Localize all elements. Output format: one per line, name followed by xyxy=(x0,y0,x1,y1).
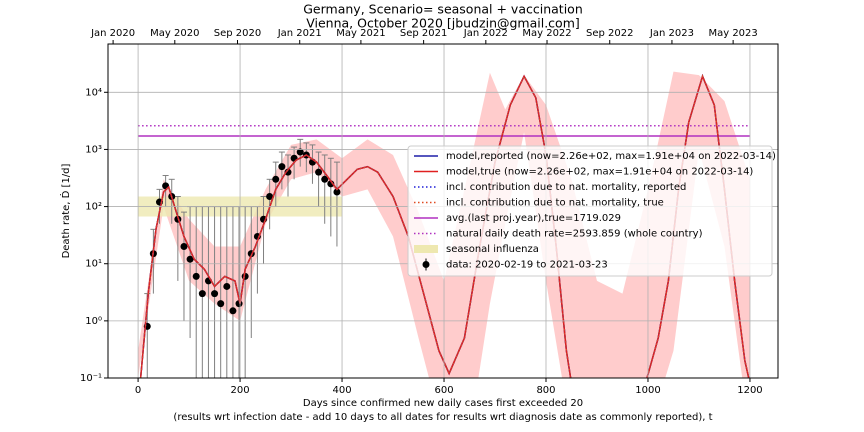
legend-label: incl. contribution due to nat. mortality… xyxy=(446,198,664,209)
data-point xyxy=(333,188,341,196)
data-point xyxy=(223,282,231,290)
data-point xyxy=(321,175,329,183)
legend-swatch xyxy=(422,261,430,268)
x2-tick-label: Jan 2021 xyxy=(277,28,322,39)
data-point xyxy=(229,307,237,315)
x-tick-label: 600 xyxy=(434,385,453,396)
legend-label: natural daily death rate=2593.859 (whole… xyxy=(446,229,703,240)
legend-label: avg.(last proj.year),true=1719.029 xyxy=(446,213,621,224)
legend-label: model,reported (now=2.26e+02, max=1.91e+… xyxy=(446,151,776,162)
data-point xyxy=(198,290,206,298)
x2-tick-label: Sep 2022 xyxy=(586,28,633,39)
legend-label: data: 2020-02-19 to 2021-03-23 xyxy=(446,260,608,271)
y-tick-label: 10⁰ xyxy=(85,316,102,327)
data-point xyxy=(211,290,219,298)
x-tick-label: 0 xyxy=(135,385,141,396)
y-tick-label: 10⁻¹ xyxy=(80,373,102,384)
data-point xyxy=(192,272,200,280)
y-axis-label: Death rate, Ḋ [1/d] xyxy=(59,163,72,258)
y-tick-label: 10¹ xyxy=(85,259,102,270)
data-point xyxy=(327,180,335,188)
chart-title: Germany, Scenario= seasonal + vaccinatio… xyxy=(303,2,583,17)
chart-title: Vienna, October 2020 [jbudzin@gmail.com] xyxy=(306,16,580,31)
plot-frame xyxy=(107,43,779,379)
confidence-band xyxy=(138,71,750,378)
data-point xyxy=(315,168,323,176)
data-point xyxy=(217,300,225,308)
x2-tick-label: May 2021 xyxy=(336,28,385,39)
x-tick-label: 1000 xyxy=(635,385,660,396)
x-axis-label: Days since confirmed new daily cases fir… xyxy=(303,398,583,409)
data-point xyxy=(272,175,280,183)
data-point xyxy=(284,168,292,176)
legend-label: model,true (now=2.26e+02, max=1.91e+04 o… xyxy=(446,167,753,178)
x2-tick-label: Jan 2022 xyxy=(463,28,508,39)
x-tick-label: 800 xyxy=(536,385,555,396)
x2-tick-label: May 2023 xyxy=(708,28,757,39)
x-axis-label: (results wrt infection date - add 10 day… xyxy=(173,412,712,423)
legend-label: seasonal influenza xyxy=(446,244,539,255)
legend-swatch xyxy=(414,245,438,253)
x-tick-label: 1200 xyxy=(737,385,762,396)
data-point xyxy=(278,163,286,171)
legend-box xyxy=(407,145,773,277)
x2-tick-label: Sep 2021 xyxy=(400,28,447,39)
data-point xyxy=(296,148,304,156)
y-tick-label: 10² xyxy=(85,202,102,213)
y-tick-label: 10⁴ xyxy=(85,87,102,98)
data-point xyxy=(180,243,188,251)
x2-tick-label: Jan 2023 xyxy=(649,28,694,39)
x-tick-label: 400 xyxy=(332,385,351,396)
x2-tick-label: May 2020 xyxy=(150,28,199,39)
x2-tick-label: Jan 2020 xyxy=(90,28,135,39)
legend-label: incl. contribution due to nat. mortality… xyxy=(446,182,686,193)
x2-tick-label: Sep 2020 xyxy=(214,28,261,39)
x-tick-label: 200 xyxy=(231,385,250,396)
y-tick-label: 10³ xyxy=(85,144,102,155)
data-point xyxy=(266,193,274,201)
x2-tick-label: May 2022 xyxy=(522,28,571,39)
data-point xyxy=(186,255,194,263)
